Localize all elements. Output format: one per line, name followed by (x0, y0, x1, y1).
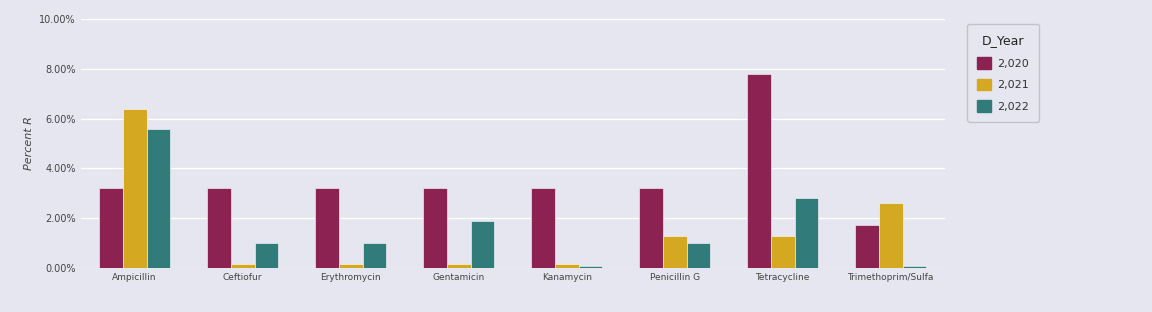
Bar (531, 188, 555, 268)
Bar (423, 188, 447, 268)
Bar (902, 266, 926, 268)
Bar (207, 188, 230, 268)
Y-axis label: Percent R: Percent R (23, 117, 33, 170)
Bar (339, 264, 363, 268)
Bar (123, 109, 146, 268)
Bar (687, 243, 711, 268)
Bar (578, 266, 602, 268)
Legend: 2,020, 2,021, 2,022: 2,020, 2,021, 2,022 (968, 24, 1039, 122)
Bar (795, 198, 818, 268)
Bar (255, 243, 279, 268)
Bar (99, 188, 123, 268)
Bar (855, 225, 879, 268)
Bar (363, 243, 386, 268)
Bar (639, 188, 662, 268)
Bar (555, 264, 578, 268)
Bar (230, 264, 255, 268)
Bar (470, 221, 494, 268)
Bar (314, 188, 339, 268)
Bar (662, 236, 687, 268)
Bar (146, 129, 170, 268)
Bar (771, 236, 795, 268)
Bar (879, 203, 902, 268)
Bar (746, 74, 771, 268)
Bar (447, 264, 470, 268)
